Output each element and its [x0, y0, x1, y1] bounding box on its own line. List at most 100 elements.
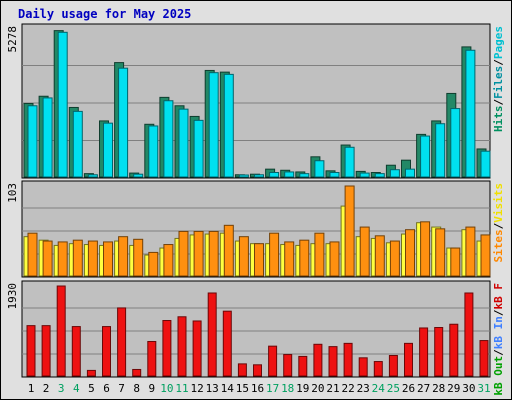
bar-pages-day-7 — [118, 67, 129, 178]
bar-kb-f-day-7 — [117, 307, 127, 377]
bar-pages-day-11 — [178, 108, 189, 178]
bar-pages-day-25 — [389, 169, 400, 178]
bar-kb-f-day-3 — [56, 285, 66, 377]
x-tick-label-day-6: 6 — [103, 382, 110, 395]
bar-sites-day-24 — [374, 235, 385, 277]
legend-kb-out: kB Out — [492, 356, 505, 396]
bar-kb-f-day-25 — [388, 354, 398, 377]
bar-pages-day-9 — [148, 125, 159, 178]
bar-pages-day-26 — [405, 168, 415, 178]
bar-kb-f-day-19 — [298, 355, 308, 377]
bar-kb-f-day-18 — [283, 354, 293, 377]
bar-pages-day-21 — [329, 172, 340, 178]
x-tick-label-day-3: 3 — [58, 382, 65, 395]
bar-pages-day-12 — [193, 119, 204, 178]
panel-2-legend: Sites/Visits — [492, 183, 505, 263]
x-tick-label-day-19: 19 — [296, 382, 309, 395]
x-tick-label-day-13: 13 — [206, 382, 219, 395]
bar-sites-day-21 — [329, 241, 340, 277]
x-tick-label-day-15: 15 — [236, 382, 249, 395]
bar-sites-day-7 — [118, 236, 129, 277]
bar-pages-day-24 — [374, 173, 385, 178]
bar-kb-f-day-28 — [434, 327, 444, 377]
x-tick-label-day-24: 24 — [372, 382, 386, 395]
bar-sites-day-2 — [42, 240, 53, 277]
bar-sites-day-8 — [133, 238, 144, 277]
bar-pages-day-18 — [284, 171, 295, 178]
bar-sites-day-6 — [103, 241, 113, 277]
bar-pages-day-4 — [72, 110, 83, 178]
bar-sites-day-14 — [223, 224, 234, 277]
x-tick-label-day-17: 17 — [266, 382, 279, 395]
bar-pages-day-1 — [27, 105, 38, 178]
x-tick-label-day-14: 14 — [221, 382, 235, 395]
bar-kb-f-day-21 — [328, 346, 338, 377]
bar-sites-day-31 — [480, 234, 491, 277]
chart-title: Daily usage for May 2025 — [18, 7, 192, 21]
panel-3-ymax-label: 1930 — [6, 283, 19, 310]
bar-pages-day-13 — [208, 72, 219, 178]
bar-pages-day-2 — [42, 97, 53, 178]
x-tick-label-day-2: 2 — [43, 382, 50, 395]
bar-kb-f-day-10 — [162, 320, 172, 377]
x-tick-label-day-28: 28 — [432, 382, 445, 395]
bar-kb-f-day-15 — [237, 363, 247, 377]
bar-pages-day-8 — [133, 173, 144, 178]
x-tick-label-day-1: 1 — [28, 382, 35, 395]
bar-pages-day-28 — [435, 123, 446, 178]
bar-kb-f-day-16 — [253, 364, 262, 377]
bar-sites-day-12 — [193, 230, 204, 277]
bar-sites-day-29 — [450, 247, 461, 277]
bar-kb-f-day-9 — [147, 340, 157, 377]
bar-pages-day-15 — [238, 174, 249, 178]
bar-kb-f-day-13 — [207, 292, 217, 377]
legend-separator: / — [492, 349, 505, 356]
x-tick-label-day-10: 10 — [160, 382, 173, 395]
bar-kb-f-day-4 — [71, 326, 81, 377]
panel-1-legend: Hits/Files/Pages — [492, 26, 505, 132]
legend-separator: / — [492, 309, 505, 316]
bar-sites-day-1 — [27, 232, 38, 277]
bar-kb-f-day-22 — [343, 342, 353, 377]
x-tick-label-day-20: 20 — [311, 382, 324, 395]
bar-kb-f-day-24 — [373, 361, 383, 377]
bar-sites-day-5 — [87, 240, 98, 277]
bar-pages-day-10 — [163, 100, 174, 178]
bar-sites-day-30 — [465, 226, 476, 277]
bar-pages-day-6 — [103, 122, 113, 178]
bar-kb-f-day-2 — [41, 325, 51, 377]
bar-sites-day-20 — [314, 232, 325, 277]
bar-pages-day-5 — [87, 174, 98, 178]
bar-pages-day-23 — [359, 172, 370, 178]
bar-sites-day-18 — [284, 241, 295, 277]
bar-kb-f-day-6 — [102, 326, 111, 377]
bar-kb-f-day-5 — [86, 369, 96, 377]
bar-pages-day-16 — [254, 174, 264, 178]
x-tick-label-day-26: 26 — [402, 382, 415, 395]
x-tick-label-day-11: 11 — [175, 382, 188, 395]
bar-sites-day-11 — [178, 230, 189, 277]
bar-pages-day-31 — [480, 150, 491, 178]
legend-kb-in: kB In — [492, 316, 505, 349]
bar-kb-f-day-17 — [268, 345, 278, 377]
x-tick-label-day-7: 7 — [118, 382, 125, 395]
bar-pages-day-17 — [269, 172, 280, 178]
bar-sites-day-23 — [359, 226, 370, 277]
panel-1-ymax-label: 5278 — [6, 26, 19, 53]
bar-sites-day-16 — [254, 243, 264, 277]
bar-pages-day-27 — [420, 135, 431, 178]
bar-kb-f-day-30 — [464, 292, 474, 377]
bar-sites-day-26 — [405, 229, 415, 277]
bar-sites-day-19 — [299, 239, 310, 277]
panel-3-legend: kB Out/kB In/kB F — [492, 283, 505, 396]
bar-sites-day-10 — [163, 244, 174, 277]
bar-sites-day-25 — [389, 240, 400, 277]
x-tick-label-day-12: 12 — [190, 382, 203, 395]
x-tick-label-day-21: 21 — [326, 382, 339, 395]
legend-sites: Sites — [492, 229, 505, 262]
bar-sites-day-27 — [420, 221, 431, 277]
x-tick-label-day-30: 30 — [462, 382, 475, 395]
legend-hits: Hits — [492, 106, 505, 133]
x-tick-label-day-18: 18 — [281, 382, 294, 395]
bar-kb-f-day-31 — [479, 340, 489, 377]
